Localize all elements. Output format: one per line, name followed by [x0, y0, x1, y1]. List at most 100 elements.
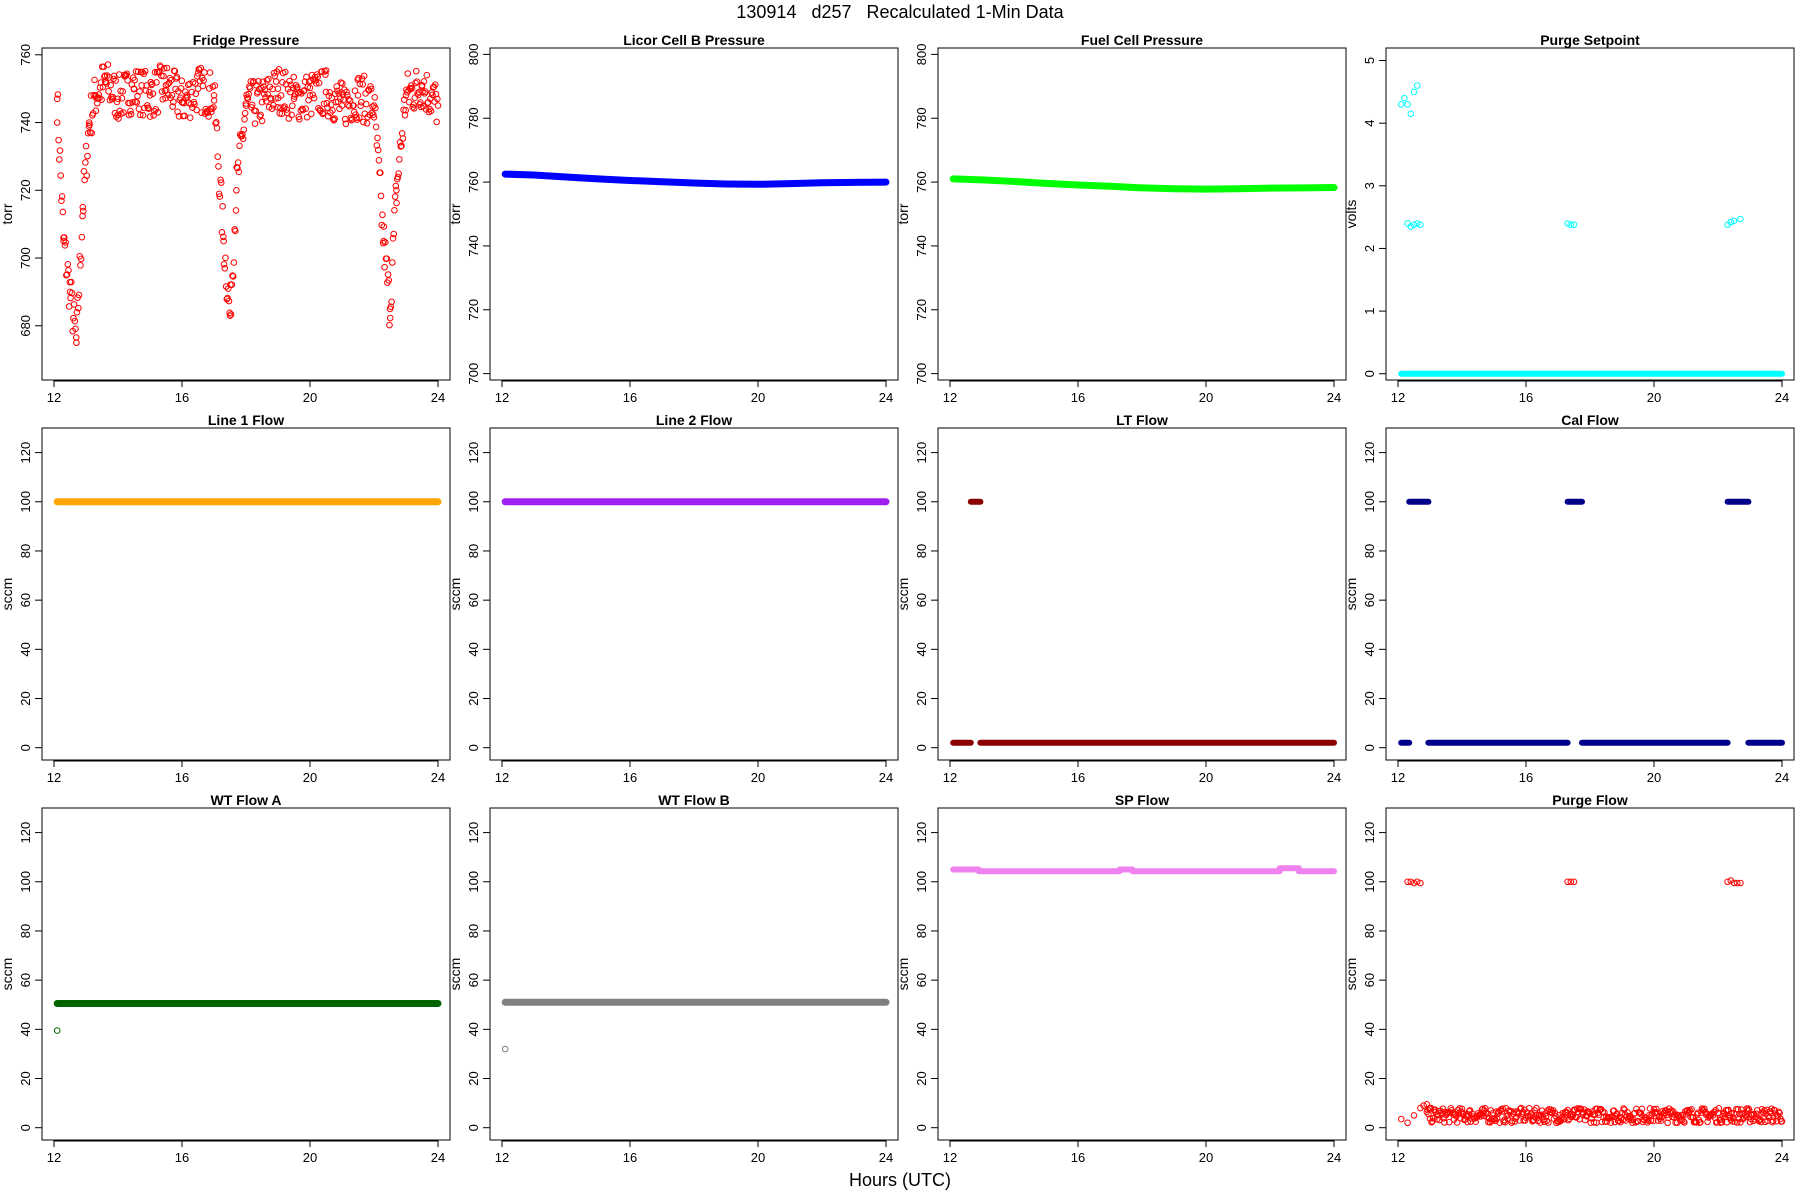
x-tick-label: 24 [879, 770, 893, 785]
data-point [1404, 1119, 1411, 1127]
x-tick-label: 12 [943, 390, 957, 405]
y-tick-label: 40 [18, 1022, 33, 1036]
y-tick-label: 120 [466, 442, 481, 464]
data-point [404, 70, 412, 77]
data-point [197, 64, 205, 72]
data-point [92, 107, 100, 115]
data-point [1681, 1119, 1688, 1126]
y-tick-label: 100 [18, 491, 33, 513]
data-point [395, 170, 402, 177]
data-point [236, 142, 243, 150]
data-point [158, 88, 166, 95]
data-point [242, 102, 250, 109]
data-point [1506, 1109, 1514, 1116]
data-point [259, 78, 267, 86]
data-point [1733, 1119, 1741, 1126]
data-point [386, 321, 393, 329]
y-tick-label: 120 [1362, 822, 1377, 844]
x-tick-label: 16 [1519, 1150, 1533, 1165]
data-point [1542, 1113, 1550, 1120]
data-point [267, 96, 275, 103]
data-point [383, 255, 390, 262]
data-point [119, 88, 126, 95]
data-point [1715, 1105, 1723, 1112]
data-point [328, 94, 336, 102]
data-point [146, 88, 153, 96]
data-point [1454, 1106, 1462, 1114]
data-point [408, 84, 416, 92]
data-point [389, 259, 396, 266]
x-tick-label: 20 [1199, 770, 1213, 785]
y-tick-label: 0 [914, 744, 929, 751]
y-tick-label: 60 [1362, 973, 1377, 987]
data-point [1407, 878, 1415, 886]
data-point [1515, 1110, 1523, 1117]
data-point [359, 81, 367, 88]
data-point [220, 237, 227, 245]
x-tick-label: 16 [623, 1150, 637, 1165]
data-point [351, 87, 359, 95]
data-point [303, 113, 311, 121]
data-point [1745, 1106, 1753, 1114]
data-point [1653, 1105, 1660, 1113]
data-point [429, 91, 436, 99]
x-tick-label: 20 [751, 1150, 765, 1165]
data-point [191, 100, 198, 108]
data-point [318, 68, 326, 75]
data-point [56, 156, 63, 163]
data-point [1692, 1118, 1699, 1125]
y-tick-label: 120 [914, 822, 929, 844]
data-point [196, 66, 203, 74]
data-point [222, 283, 230, 290]
data-point [145, 105, 153, 112]
data-point [329, 107, 336, 114]
data-point [61, 242, 69, 249]
data-point [115, 71, 123, 78]
x-tick-label: 20 [303, 390, 317, 405]
data-point [1697, 1118, 1704, 1126]
data-point [101, 78, 109, 86]
data-point [337, 79, 345, 86]
data-point [55, 136, 62, 144]
data-point [235, 168, 243, 176]
data-point [401, 111, 409, 119]
y-tick-label: 760 [18, 44, 33, 66]
y-tick-label: 0 [1362, 744, 1377, 751]
data-point [1563, 1109, 1571, 1117]
data-point [1688, 1106, 1695, 1113]
data-point [1567, 878, 1575, 886]
data-point [114, 95, 122, 103]
y-axis-label: sccm [0, 958, 15, 991]
data-point [146, 113, 154, 120]
data-point [170, 98, 177, 106]
panel-licor-cell-b-pressure: Licor Cell B Pressure torr 12 16 20 24 700 720 7… [447, 32, 899, 405]
data-point [1426, 1104, 1434, 1112]
x-tick-label: 12 [47, 390, 61, 405]
data-point [312, 80, 320, 87]
x-tick-label: 12 [1391, 1150, 1405, 1165]
y-tick-label: 740 [18, 112, 33, 134]
data-point [53, 119, 61, 126]
data-point [215, 190, 223, 198]
data-point [386, 305, 394, 313]
data-point [371, 94, 379, 101]
y-tick-label: 3 [1362, 182, 1377, 189]
data-point [71, 317, 79, 325]
y-tick-label: 780 [466, 107, 481, 129]
data-point [261, 86, 269, 94]
data-point [1468, 1114, 1475, 1122]
data-point [160, 64, 168, 72]
data-point [53, 95, 61, 103]
outlier-point [53, 1027, 61, 1034]
data-point [206, 69, 214, 76]
y-tick-label: 680 [18, 315, 33, 337]
data-point [255, 78, 262, 85]
data-point [394, 173, 402, 181]
data-point [1441, 1119, 1448, 1126]
panel-wt-flow-b: WT Flow B sccm 12 16 20 24 0 20 40 60 80 100 120 [447, 792, 899, 1165]
data-point [1417, 879, 1424, 887]
y-tick-label: 40 [466, 1022, 481, 1036]
data-point [258, 98, 266, 106]
data-point [320, 100, 328, 108]
